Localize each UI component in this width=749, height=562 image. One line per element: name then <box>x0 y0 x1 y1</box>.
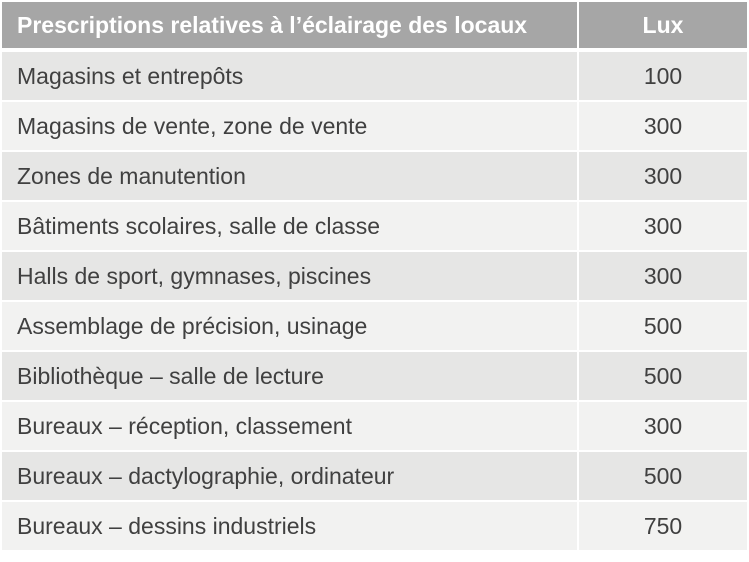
row-lux-value: 300 <box>579 102 747 152</box>
row-lux-value: 300 <box>579 152 747 202</box>
row-label: Magasins de vente, zone de vente <box>2 102 579 152</box>
table-row: Halls de sport, gymnases, piscines 300 <box>2 252 747 302</box>
table-row: Bureaux – dactylographie, ordinateur 500 <box>2 452 747 502</box>
row-lux-value: 100 <box>579 52 747 102</box>
row-lux-value: 500 <box>579 452 747 502</box>
row-label: Assemblage de précision, usinage <box>2 302 579 352</box>
table-row: Bureaux – réception, classement 300 <box>2 402 747 452</box>
row-label: Bibliothèque – salle de lecture <box>2 352 579 402</box>
row-label: Bureaux – réception, classement <box>2 402 579 452</box>
row-lux-value: 750 <box>579 502 747 552</box>
row-lux-value: 300 <box>579 252 747 302</box>
row-label: Bureaux – dessins industriels <box>2 502 579 552</box>
row-lux-value: 500 <box>579 352 747 402</box>
table-row: Magasins de vente, zone de vente 300 <box>2 102 747 152</box>
header-description: Prescriptions relatives à l’éclairage de… <box>2 2 579 50</box>
row-lux-value: 500 <box>579 302 747 352</box>
row-lux-value: 300 <box>579 402 747 452</box>
row-label: Zones de manutention <box>2 152 579 202</box>
row-label: Halls de sport, gymnases, piscines <box>2 252 579 302</box>
table-row: Bâtiments scolaires, salle de classe 300 <box>2 202 747 252</box>
row-label: Bureaux – dactylographie, ordinateur <box>2 452 579 502</box>
row-label: Magasins et entrepôts <box>2 52 579 102</box>
table-header-row: Prescriptions relatives à l’éclairage de… <box>2 2 747 52</box>
row-label: Bâtiments scolaires, salle de classe <box>2 202 579 252</box>
lighting-requirements-table: Prescriptions relatives à l’éclairage de… <box>2 2 747 552</box>
row-lux-value: 300 <box>579 202 747 252</box>
header-lux: Lux <box>579 2 747 50</box>
table-row: Bureaux – dessins industriels 750 <box>2 502 747 552</box>
table-row: Magasins et entrepôts 100 <box>2 52 747 102</box>
table-row: Bibliothèque – salle de lecture 500 <box>2 352 747 402</box>
table-row: Zones de manutention 300 <box>2 152 747 202</box>
table-row: Assemblage de précision, usinage 500 <box>2 302 747 352</box>
